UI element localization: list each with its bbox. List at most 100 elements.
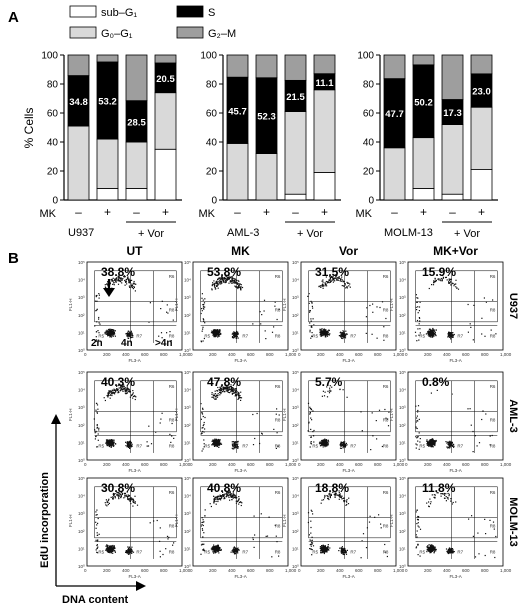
scatter-point <box>214 393 217 395</box>
scatter-point <box>96 424 98 426</box>
scatter-point <box>343 500 345 502</box>
scatter-point <box>452 335 454 337</box>
scatter-point <box>218 332 220 334</box>
scatter-point <box>451 503 453 505</box>
scatter-point <box>219 283 221 285</box>
scatter-point <box>225 278 227 280</box>
scatter-point <box>128 285 130 287</box>
scatter-point <box>216 390 218 392</box>
scatter-point <box>215 500 217 502</box>
scatter-point <box>112 493 114 495</box>
scatter-points <box>94 275 174 342</box>
scatter-point <box>340 279 342 281</box>
scatter-point <box>213 280 215 282</box>
scatter-point <box>211 547 213 549</box>
plot-x-axis-name: FL3-A <box>235 574 247 579</box>
scatter-point <box>117 277 119 279</box>
scatter-point <box>321 443 323 445</box>
x-tick-label: 0 <box>84 352 87 357</box>
scatter-point <box>449 281 452 283</box>
scatter-point <box>129 286 131 288</box>
scatter-point <box>450 550 452 552</box>
scatter-point <box>234 497 236 499</box>
scatter-point <box>324 546 326 548</box>
scatter-point <box>95 402 98 404</box>
scatter-point <box>446 552 449 554</box>
scatter-point <box>214 336 216 338</box>
y-tick-label: 10⁴ <box>292 278 299 283</box>
scatter-point <box>200 553 202 555</box>
scatter-point <box>415 436 417 438</box>
scatter-point <box>125 281 127 283</box>
scatter-point <box>129 396 131 398</box>
scatter-point <box>320 331 322 333</box>
scatter-point <box>211 288 213 290</box>
flow-plot: 18.8%010⁰20010¹40010²60010³80010⁴1,00010… <box>282 476 405 579</box>
scatter-point <box>98 339 100 341</box>
scatter-point <box>120 494 122 496</box>
scatter-point <box>325 276 327 278</box>
scatter-point <box>324 446 326 448</box>
scatter-point <box>309 310 311 312</box>
scatter-point <box>218 389 220 391</box>
scatter-point <box>325 445 327 447</box>
scatter-point <box>228 392 231 394</box>
scatter-point <box>236 336 238 338</box>
scatter-point <box>113 550 115 552</box>
plot-frame <box>192 261 289 351</box>
scatter-point <box>326 282 329 284</box>
y-tick-label: 10² <box>78 313 85 318</box>
scatter-point <box>108 444 110 446</box>
scatter-point <box>231 444 234 446</box>
scatter-point <box>326 281 329 283</box>
scatter-point <box>127 330 129 332</box>
scatter-point <box>473 304 475 306</box>
scatter-point <box>430 549 432 551</box>
scatter-point <box>109 331 111 333</box>
scatter-point <box>330 275 333 278</box>
y-tick-label: 10⁰ <box>78 348 85 353</box>
scatter-point <box>310 436 312 438</box>
scatter-point <box>417 522 419 524</box>
scatter-point <box>261 433 263 435</box>
scatter-point <box>213 442 215 444</box>
column-header: Vor <box>339 244 358 258</box>
bar-value-label: 53.2 <box>98 97 117 108</box>
scatter-point <box>335 492 337 494</box>
scatter-point <box>416 297 418 299</box>
scatter-point <box>203 337 205 340</box>
x-tick-label: 800 <box>160 462 168 467</box>
scatter-points <box>95 490 175 558</box>
scatter-point <box>416 530 418 532</box>
scatter-point <box>213 394 215 397</box>
scatter-point <box>237 552 239 554</box>
scatter-point <box>271 331 274 333</box>
scatter-point <box>237 333 239 335</box>
scatter-point <box>202 307 204 309</box>
y-tick-label: 10⁰ <box>292 348 299 353</box>
scatter-point <box>229 499 231 501</box>
scatter-point <box>125 281 127 283</box>
scatter-point <box>130 335 132 337</box>
scatter-point <box>428 544 430 546</box>
scatter-point <box>344 287 346 289</box>
scatter-point <box>114 278 116 280</box>
bar-segment <box>441 124 464 195</box>
cell-line-label: U937 <box>68 227 94 239</box>
scatter-point <box>447 447 449 449</box>
gate-label: R7 <box>136 444 142 449</box>
scatter-point <box>429 443 431 446</box>
gate-label: R7 <box>136 550 142 555</box>
scatter-point <box>106 329 108 331</box>
scatter-point <box>212 439 214 441</box>
scatter-point <box>95 296 97 298</box>
gate-label: R6 <box>275 274 281 279</box>
scatter-point <box>328 282 330 284</box>
scatter-point <box>117 384 119 387</box>
bar-value-label: 34.8 <box>69 97 88 108</box>
x-axis-arrowhead <box>136 581 146 591</box>
scatter-point <box>223 493 225 495</box>
scatter-point <box>494 556 496 559</box>
scatter-point <box>223 388 225 390</box>
scatter-point <box>214 443 216 445</box>
